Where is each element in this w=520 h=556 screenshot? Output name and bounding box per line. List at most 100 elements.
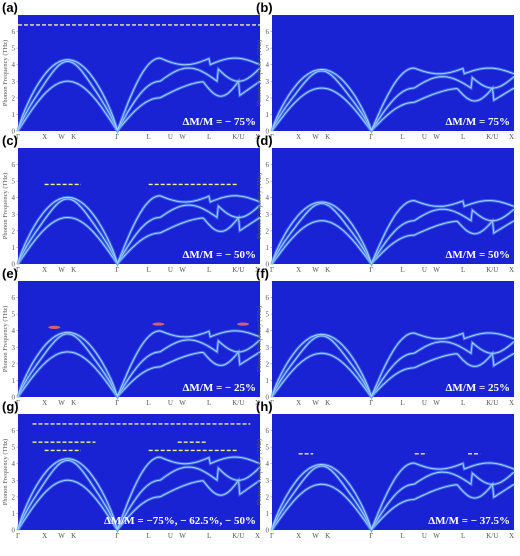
y-tick-label: 2: [12, 493, 16, 501]
band-longitudinal: [271, 462, 515, 531]
x-tick-label: W: [179, 266, 186, 274]
y-axis-label: Phonon Frequency (THz): [2, 173, 9, 239]
y-tick-label: 4: [266, 327, 270, 335]
x-tick-label: L: [147, 266, 151, 274]
mass-change-annotation: ΔM/M = 25%: [446, 382, 511, 394]
y-tick-label: 5: [266, 444, 270, 452]
band-transverse-2: [17, 333, 261, 398]
band-longitudinal: [17, 195, 261, 265]
x-tick-label: W: [312, 532, 319, 540]
x-tick-label: X: [509, 266, 514, 274]
x-tick-label: X: [296, 133, 301, 141]
band-transverse-2: [17, 60, 261, 132]
x-tick-label: U: [422, 133, 427, 141]
x-tick-label: X: [296, 266, 301, 274]
x-tick-label: Γ: [115, 133, 119, 141]
band-longitudinal: [271, 332, 515, 398]
x-tick-label: U: [168, 532, 173, 540]
x-tick-label: Γ: [16, 266, 20, 274]
x-tick-label: K: [325, 532, 330, 540]
band-transverse-2: [17, 459, 261, 531]
y-tick-label: 3: [12, 344, 16, 352]
y-tick-label: 4: [266, 61, 270, 69]
hot-spot: [237, 322, 250, 326]
y-axis-label: Phonon Frequency (THz): [256, 173, 263, 239]
x-tick-label: X: [509, 399, 514, 407]
x-tick-label: L: [207, 399, 211, 407]
band-transverse-2: [17, 198, 261, 265]
y-tick-label: 5: [266, 45, 270, 53]
x-tick-label: K: [71, 266, 76, 274]
y-tick-label: 1: [266, 244, 270, 252]
x-tick-label: U: [422, 532, 427, 540]
x-tick-label: L: [461, 532, 465, 540]
x-tick-label: Γ: [270, 532, 274, 540]
band-transverse-1: [17, 479, 261, 531]
x-tick-label: L: [461, 133, 465, 141]
y-tick-label: 4: [12, 327, 16, 335]
x-tick-label: L: [461, 266, 465, 274]
x-tick-label: L: [401, 133, 405, 141]
x-tick-label: Γ: [270, 266, 274, 274]
y-tick-label: 3: [12, 477, 16, 485]
mass-change-annotation: ΔM/M = 50%: [446, 249, 511, 261]
y-tick-label: 1: [266, 377, 270, 385]
y-tick-label: 1: [12, 510, 16, 518]
y-tick-label: 3: [266, 477, 270, 485]
x-tick-label: X: [255, 399, 260, 407]
x-tick-label: Γ: [270, 133, 274, 141]
y-tick-label: 5: [266, 178, 270, 186]
x-tick-label: X: [42, 532, 47, 540]
x-tick-label: K: [325, 399, 330, 407]
x-tick-label: Γ: [270, 399, 274, 407]
y-tick-label: 0: [266, 527, 270, 535]
x-tick-label: Γ: [369, 399, 373, 407]
x-tick-label: U: [168, 266, 173, 274]
band-transverse-2: [271, 465, 515, 531]
x-tick-label: W: [179, 532, 186, 540]
y-axis-label: Phonon Frequency (THz): [2, 306, 9, 372]
mass-change-annotation: ΔM/M = 75%: [446, 116, 511, 128]
x-tick-label: L: [207, 266, 211, 274]
y-tick-label: 2: [12, 227, 16, 235]
x-tick-label: X: [296, 532, 301, 540]
x-tick-label: W: [179, 133, 186, 141]
y-tick-label: 2: [266, 227, 270, 235]
y-tick-label: 5: [12, 444, 16, 452]
y-axis-label: Phonon Frequency (THz): [256, 40, 263, 106]
y-tick-label: 5: [12, 311, 16, 319]
y-axis-label: Phonon Frequency (THz): [2, 40, 9, 106]
y-tick-label: 5: [266, 311, 270, 319]
y-tick-label: 2: [266, 94, 270, 102]
y-tick-label: 3: [12, 211, 16, 219]
x-tick-label: X: [42, 399, 47, 407]
y-tick-label: 0: [12, 261, 16, 269]
x-tick-label: X: [509, 133, 514, 141]
x-tick-label: W: [433, 266, 440, 274]
y-axis-label: Phonon Frequency (THz): [256, 306, 263, 372]
x-tick-label: X: [509, 532, 514, 540]
x-tick-label: U: [168, 399, 173, 407]
x-tick-label: K/U: [232, 133, 244, 141]
hot-spot: [152, 322, 165, 326]
x-tick-label: K: [325, 266, 330, 274]
x-tick-label: X: [255, 532, 260, 540]
x-tick-label: K/U: [486, 532, 498, 540]
x-tick-label: K: [71, 532, 76, 540]
y-tick-label: 2: [266, 493, 270, 501]
band-transverse-1: [17, 80, 261, 132]
band-longitudinal: [271, 67, 515, 132]
x-tick-label: L: [401, 266, 405, 274]
panel-label: (b): [256, 0, 273, 15]
x-tick-label: X: [255, 266, 260, 274]
x-tick-label: U: [422, 399, 427, 407]
band-longitudinal: [17, 456, 261, 531]
x-tick-label: Γ: [369, 133, 373, 141]
x-tick-label: Γ: [369, 266, 373, 274]
x-tick-label: Γ: [369, 532, 373, 540]
panel-label: (g): [2, 399, 19, 414]
